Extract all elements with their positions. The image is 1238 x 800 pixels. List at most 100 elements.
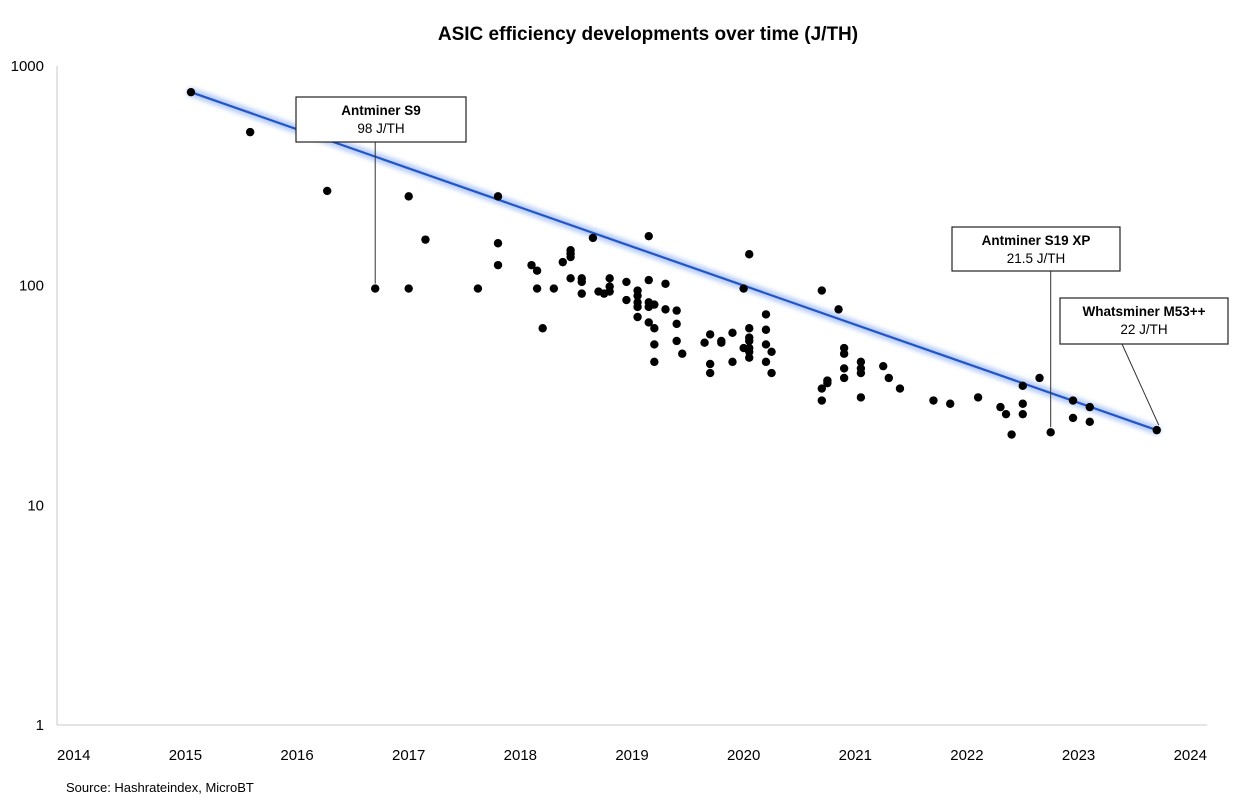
annotation-box [1059, 297, 1229, 345]
data-point [661, 279, 670, 288]
x-tick-label: 2022 [950, 747, 983, 764]
data-point [493, 260, 503, 270]
data-point [566, 274, 575, 283]
y-axis-ticks: 1 10 100 1000 [11, 58, 44, 734]
data-point [558, 257, 567, 267]
y-tick-label: 1 [36, 717, 44, 734]
data-point [1018, 399, 1027, 408]
data-point [879, 361, 888, 371]
annotation-callout: Antminer S9 98 J/TH [295, 96, 467, 284]
data-point [817, 286, 827, 295]
data-point [834, 305, 843, 314]
data-point [672, 319, 681, 329]
annotation-title: Antminer S19 XP [982, 233, 1091, 248]
annotation-value: 21.5 J/TH [1007, 251, 1066, 266]
data-point [1001, 409, 1011, 419]
data-point [633, 302, 642, 312]
data-point [404, 192, 413, 201]
data-point [1018, 409, 1027, 419]
data-point [705, 368, 715, 378]
trendline-group [186, 87, 1162, 435]
source-note: Source: Hashrateindex, MicroBT [66, 780, 254, 795]
data-point [644, 318, 653, 327]
data-point [856, 357, 866, 367]
data-point [186, 87, 196, 97]
data-point [839, 364, 849, 373]
annotation-title: Antminer S9 [341, 103, 421, 118]
data-point [761, 325, 771, 334]
data-point [527, 260, 536, 270]
data-point [605, 287, 614, 296]
data-point [817, 384, 827, 393]
trendline [189, 91, 1158, 432]
data-point [1007, 430, 1016, 439]
data-point [532, 284, 542, 293]
data-point [577, 277, 586, 287]
y-tick-label: 1000 [11, 58, 44, 75]
data-point [700, 338, 709, 347]
data-point [549, 284, 559, 293]
data-point [493, 239, 503, 248]
data-point [1018, 381, 1027, 391]
data-point [650, 300, 659, 309]
data-point [817, 396, 827, 405]
data-point [493, 192, 503, 201]
x-tick-label: 2024 [1174, 747, 1207, 764]
data-point [622, 295, 631, 305]
x-tick-label: 2016 [280, 747, 313, 764]
data-points [186, 87, 1161, 439]
data-point [739, 284, 748, 293]
data-point [895, 384, 905, 393]
data-point [371, 284, 380, 293]
data-point [650, 340, 659, 349]
data-point [839, 349, 849, 358]
data-point [705, 359, 715, 369]
x-tick-label: 2014 [57, 747, 90, 764]
data-point [661, 305, 670, 314]
data-point [605, 274, 614, 283]
data-point [717, 338, 726, 347]
data-point [761, 340, 771, 349]
annotation-box [951, 226, 1121, 272]
data-point [650, 357, 659, 367]
data-point [745, 336, 754, 346]
data-point [767, 347, 776, 356]
data-point [705, 330, 715, 339]
x-tick-label: 2017 [392, 747, 425, 764]
annotation-box [295, 96, 467, 143]
data-point [929, 396, 938, 405]
annotation-value: 98 J/TH [357, 121, 404, 136]
x-tick-label: 2021 [839, 747, 872, 764]
data-point [1068, 396, 1078, 405]
annotation-callout: Whatsminer M53++ 22 J/TH [1059, 297, 1229, 426]
data-point [761, 357, 771, 367]
data-point [728, 328, 737, 338]
data-point [473, 284, 483, 293]
data-point [839, 373, 849, 383]
x-tick-label: 2020 [727, 747, 760, 764]
data-point [633, 312, 642, 322]
annotation-leader-line [1121, 343, 1160, 426]
x-tick-label: 2018 [504, 747, 537, 764]
data-point [1035, 373, 1044, 383]
y-tick-label: 100 [19, 278, 44, 295]
data-point [856, 393, 866, 402]
data-point [1085, 417, 1094, 427]
data-point [532, 266, 542, 275]
data-point [856, 368, 866, 378]
data-point [678, 349, 687, 358]
data-point [672, 306, 681, 315]
data-point [245, 127, 255, 137]
data-point [672, 336, 681, 346]
x-axis-ticks: 2014 2015 2016 2017 2018 2019 2020 2021 2022 2023… [57, 747, 1207, 764]
data-point [622, 277, 631, 287]
data-point [745, 353, 754, 362]
data-point [633, 291, 642, 300]
y-tick-label: 10 [27, 497, 44, 514]
x-tick-label: 2019 [615, 747, 648, 764]
annotation-callout: Antminer S19 XP 21.5 J/TH [951, 226, 1121, 428]
annotation-value: 22 J/TH [1120, 322, 1167, 337]
data-point [996, 402, 1005, 412]
data-point [946, 399, 955, 408]
data-point [745, 250, 754, 259]
